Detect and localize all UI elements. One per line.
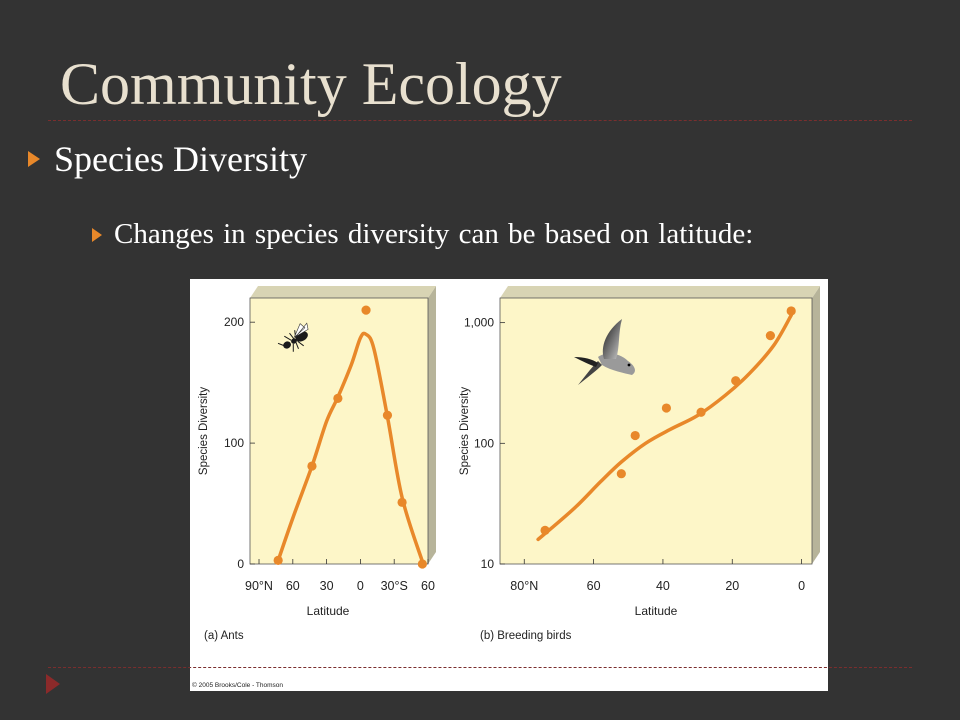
data-point [630, 430, 640, 441]
footer-divider [48, 667, 912, 668]
data-point [731, 376, 741, 386]
data-point [273, 555, 283, 565]
x-tick-label: 60 [421, 579, 435, 593]
x-ticks: 90°N 60 30 0 30°S 60 [245, 559, 435, 593]
data-point [307, 461, 317, 471]
bullet-latitude: Changes in species diversity can be base… [92, 218, 753, 251]
plot-area [249, 297, 429, 565]
x-tick-label: 0 [357, 579, 364, 593]
data-point [765, 331, 776, 341]
x-tick-label: 30°S [381, 579, 408, 593]
data-point [786, 306, 796, 316]
x-axis-label: Latitude [307, 604, 350, 618]
data-point [661, 403, 671, 413]
latitude-diversity-figure: 0 100 200 90°N 60 30 0 30°S 60 10 100 1,000 80°N 6… [190, 279, 828, 691]
x-ticks: 80°N 60 40 20 0 [510, 559, 805, 593]
y-ticks: 0 100 200 [224, 315, 255, 571]
x-axis-label: Latitude [635, 604, 678, 618]
fit-curve [536, 313, 793, 542]
plot-area [499, 297, 813, 565]
ants-chart: 0 100 200 90°N 60 30 0 30°S 60 [224, 286, 436, 593]
x-tick-label: 20 [725, 579, 739, 593]
ant-icon [277, 322, 309, 352]
bird-icon [574, 319, 635, 385]
y-axis-label: Species Diversity [459, 387, 471, 475]
series-line [536, 313, 793, 542]
y-tick-label: 10 [481, 557, 495, 571]
slide-marker-icon [46, 674, 60, 694]
panel-label: (a) Ants [204, 630, 244, 642]
x-tick-label: 0 [798, 579, 805, 593]
data-points [540, 306, 796, 535]
y-tick-label: 100 [224, 436, 244, 450]
x-tick-label: 60 [587, 579, 601, 593]
data-point [361, 305, 371, 315]
slide-title: Community Ecology [60, 51, 562, 117]
data-point [616, 469, 626, 479]
bullet-species-diversity: Species Diversity [28, 138, 307, 180]
y-axis-label: Species Diversity [198, 387, 210, 475]
data-point [382, 410, 393, 420]
panel-side [812, 286, 820, 564]
data-point [540, 525, 550, 535]
y-tick-label: 200 [224, 315, 244, 329]
data-point [397, 497, 407, 507]
y-ticks: 10 100 1,000 [464, 316, 505, 571]
bullet-text: Changes in species diversity can be base… [114, 218, 754, 250]
y-tick-label: 0 [237, 557, 244, 571]
data-point [696, 407, 706, 417]
y-tick-label: 1,000 [464, 316, 494, 330]
y-tick-label: 100 [474, 436, 494, 450]
panel-label: (b) Breeding birds [480, 630, 572, 642]
bullet-arrow-icon [28, 151, 40, 167]
bullet-text: Species Diversity [54, 139, 307, 179]
data-point [333, 393, 343, 403]
panel-top [250, 286, 436, 298]
copyright-text: © 2005 Brooks/Cole - Thomson [192, 681, 283, 689]
bullet-arrow-icon [92, 227, 102, 242]
title-divider [48, 120, 912, 121]
data-points [273, 305, 427, 569]
x-tick-label: 40 [656, 579, 670, 593]
x-tick-label: 80°N [510, 579, 538, 593]
x-tick-label: 60 [286, 579, 300, 593]
x-tick-label: 90°N [245, 579, 273, 593]
x-tick-label: 30 [320, 579, 334, 593]
panel-side [428, 286, 436, 564]
birds-chart: 10 100 1,000 80°N 60 40 20 0 [464, 286, 820, 593]
panel-top [500, 286, 820, 298]
data-point [417, 559, 427, 569]
